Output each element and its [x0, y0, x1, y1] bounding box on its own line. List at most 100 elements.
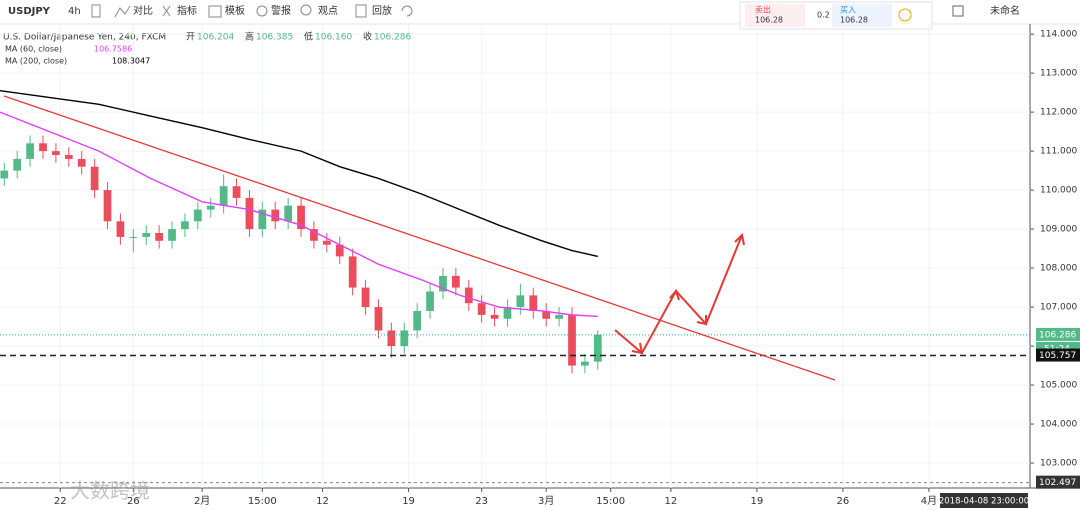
candle-body — [581, 361, 589, 366]
candle-body — [181, 221, 189, 230]
legend-label: MA (60, close) — [5, 45, 62, 54]
candle-body — [426, 291, 434, 311]
ohlc-label: 低 — [304, 31, 313, 43]
last-price-box — [1036, 327, 1080, 341]
buy-price: 106.28 — [840, 16, 868, 25]
x-tick-label: 12 — [316, 496, 329, 507]
candle-body — [348, 256, 357, 288]
plot: 103.000104.000105.000106.000107.000108.0… — [0, 24, 1080, 508]
ma-line — [0, 89, 598, 258]
last-price-label: 106.286 — [1039, 330, 1076, 340]
candle-body — [516, 295, 525, 308]
candle-body — [297, 205, 305, 230]
legend-label: MA (200, close) — [5, 57, 67, 66]
y-tick-label: 105.000 — [1040, 381, 1077, 391]
y-tick-label: 114.000 — [1040, 30, 1077, 40]
info-icon[interactable] — [898, 8, 912, 22]
toolbar-item[interactable]: 观点 — [318, 5, 338, 17]
candle-body — [529, 295, 538, 311]
toolbar-item[interactable]: 对比 — [133, 4, 153, 17]
y-tick-label: 111.000 — [1040, 147, 1077, 157]
candle-body — [413, 310, 422, 331]
candle-body — [90, 166, 99, 191]
candle-body — [0, 170, 9, 179]
candle-body — [477, 303, 486, 315]
candle-body — [258, 209, 267, 230]
candle-body — [387, 330, 396, 347]
symbol[interactable]: USDJPY — [8, 6, 51, 17]
x-tick-label: 26 — [837, 496, 850, 507]
x-tick-label: 2月 — [194, 495, 210, 507]
x-tick-label: 15:00 — [248, 496, 277, 507]
candle-body — [142, 232, 151, 237]
candle-body — [39, 143, 47, 152]
ohlc-value: 106.160 — [315, 33, 352, 43]
candle-body — [206, 205, 215, 210]
x-tick-label: 3月 — [538, 495, 554, 507]
x-tick-label: 22 — [54, 496, 67, 507]
ohlc-label: 收 — [363, 31, 372, 43]
toolbar-item[interactable]: 模板 — [225, 4, 245, 17]
candle-body — [77, 158, 86, 167]
x-tick-label: 4月 — [921, 495, 937, 507]
candle-body — [26, 143, 34, 159]
x-tick-label: 15:00 — [596, 496, 625, 507]
y-tick-label: 113.000 — [1040, 69, 1077, 79]
candle-body — [284, 205, 293, 222]
ohlc-label: 开 — [186, 32, 195, 43]
y-tick-label: 103.000 — [1040, 459, 1077, 469]
candle-body — [116, 221, 125, 237]
y-tick-label: 112.000 — [1040, 108, 1077, 118]
y-tick-label: 104.000 — [1040, 420, 1077, 430]
candle-body — [335, 244, 344, 257]
candle-body — [361, 287, 370, 308]
candle-body — [593, 334, 602, 362]
cursor-time: 2018-04-08 23:00:00 — [939, 497, 1029, 507]
toolbar-item[interactable]: 警报 — [271, 4, 291, 17]
spread: 0.2 — [817, 11, 830, 20]
candle-body — [310, 229, 318, 241]
candle-body — [568, 314, 576, 366]
cursor-price-box — [1036, 475, 1080, 489]
toolbar-item[interactable]: 指标 — [177, 4, 197, 17]
y-tick-label: 109.000 — [1040, 225, 1077, 235]
x-tick-label: 26 — [127, 496, 140, 507]
buy-button[interactable] — [832, 4, 892, 27]
candle-body — [193, 209, 202, 222]
cursor-price-label: 102.497 — [1039, 478, 1076, 488]
sell-price: 106.28 — [755, 16, 783, 25]
cursor-time-box — [940, 493, 1028, 508]
candle-body — [271, 209, 280, 222]
legend-value: 106.7586 — [94, 45, 132, 54]
ma-line — [0, 111, 598, 318]
candle-body — [232, 186, 241, 198]
candle-body — [129, 236, 138, 238]
ohlc-value: 106.385 — [256, 33, 293, 43]
candle-body — [374, 307, 383, 331]
layout-name[interactable]: 未命名 — [990, 4, 1020, 17]
y-tick-label: 110.000 — [1040, 186, 1077, 196]
trend-line — [3, 95, 836, 381]
watermark: 大数跨境 — [70, 479, 150, 503]
ohlc-label: 高 — [245, 31, 254, 43]
candle-body — [439, 275, 447, 292]
x-tick-label: 19 — [402, 496, 415, 507]
toolbar-icons — [91, 4, 413, 18]
candle-body — [503, 307, 512, 319]
hline-box — [1036, 348, 1080, 362]
candle-body — [464, 287, 473, 304]
x-tick-label: 19 — [751, 496, 764, 507]
projection-arrows — [614, 232, 745, 355]
candle-body — [555, 314, 563, 319]
candle-body — [64, 155, 73, 159]
sell-button[interactable] — [745, 4, 805, 27]
x-tick-label: 12 — [665, 496, 678, 507]
interval[interactable]: 4h — [68, 6, 81, 17]
candle-body — [155, 232, 163, 241]
candle-body — [542, 310, 551, 319]
checkbox[interactable] — [952, 5, 964, 17]
candle-body — [400, 330, 409, 347]
y-tick-label: 107.000 — [1040, 303, 1077, 313]
toolbar-item[interactable]: 回放 — [372, 4, 392, 17]
